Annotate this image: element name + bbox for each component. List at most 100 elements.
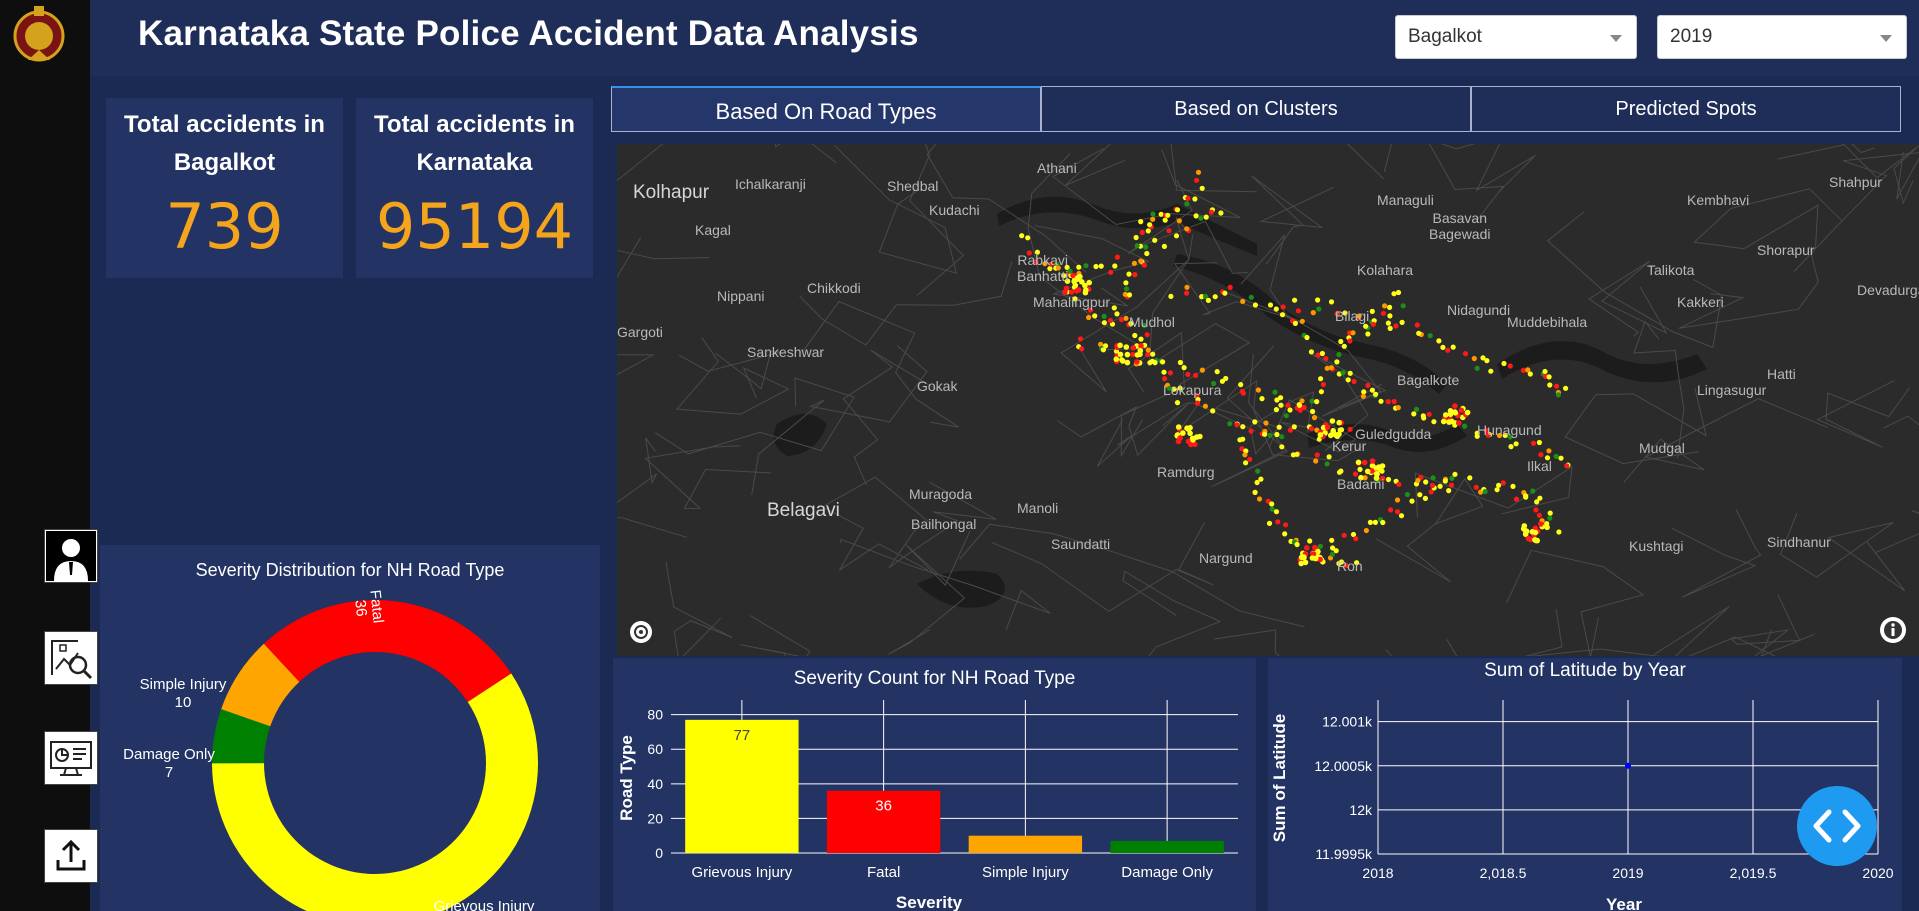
- accident-point: [1074, 276, 1081, 283]
- accident-point: [1131, 260, 1137, 266]
- accident-point: [1262, 431, 1268, 437]
- accident-point: [1363, 527, 1369, 534]
- accident-point: [1547, 382, 1553, 388]
- accident-point: [1252, 302, 1258, 308]
- accident-point: [1272, 389, 1278, 395]
- accident-point: [1048, 261, 1054, 267]
- accident-point: [1294, 541, 1300, 548]
- accident-point: [1415, 477, 1421, 483]
- accident-point: [1124, 351, 1131, 358]
- rail-upload-button[interactable]: [44, 829, 98, 883]
- accident-point: [1330, 427, 1336, 434]
- accident-point: [1391, 398, 1397, 405]
- scatter-x-tick-label: 2020: [1862, 865, 1893, 881]
- accident-point: [1161, 243, 1167, 249]
- map-place-label: Belagavi: [767, 500, 840, 521]
- donut-slice-damage-only[interactable]: [212, 709, 271, 764]
- accident-point: [1198, 215, 1204, 221]
- accident-point: [1301, 404, 1307, 411]
- rail-user-button[interactable]: [44, 529, 98, 583]
- accident-point: [1243, 460, 1249, 466]
- accident-point: [1194, 400, 1201, 406]
- chevron-down-icon: [1880, 35, 1892, 42]
- map-water-5: [1497, 341, 1707, 383]
- tab-clusters[interactable]: Based on Clusters: [1041, 86, 1471, 132]
- accident-point: [1133, 234, 1139, 241]
- accident-point: [1558, 455, 1564, 461]
- rail-analysis-button[interactable]: [44, 631, 98, 685]
- accident-point: [1527, 371, 1533, 377]
- user-icon: [46, 531, 96, 581]
- accident-point: [1385, 476, 1392, 483]
- donut-slice-fatal[interactable]: [263, 600, 512, 703]
- bar-grievous-injury[interactable]: [685, 719, 799, 853]
- map-road-47: [1385, 639, 1458, 656]
- donut-slice-grievous-injury[interactable]: [212, 673, 538, 911]
- map-place-label: Shedbal: [887, 178, 939, 194]
- accident-point: [1318, 376, 1324, 382]
- donut-slice-simple-injury[interactable]: [221, 643, 300, 727]
- accident-point: [1174, 400, 1181, 406]
- info-icon[interactable]: [1879, 616, 1907, 644]
- accident-point: [1387, 325, 1393, 331]
- rail-dashboard-button[interactable]: [44, 731, 98, 785]
- map-place-label: Mudhol: [1129, 314, 1175, 330]
- map-road-37: [1671, 509, 1762, 598]
- code-toggle-button[interactable]: [1797, 786, 1877, 866]
- year-select[interactable]: 2019: [1657, 15, 1907, 59]
- latitude-scatter-chart: 2018 2,018.5 2019 2,019.5 2020 11.9995k 12k 12.…: [1270, 700, 1894, 911]
- district-select[interactable]: Bagalkot: [1395, 15, 1637, 59]
- tab-predicted-spots[interactable]: Predicted Spots: [1471, 86, 1901, 132]
- accident-point: [1274, 397, 1280, 403]
- accident-point: [1416, 330, 1422, 336]
- code-icon: [1813, 809, 1861, 843]
- accident-point: [1086, 314, 1092, 321]
- accident-point: [1464, 409, 1471, 416]
- accident-point: [1555, 392, 1561, 398]
- map-place-label: Muragoda: [909, 486, 973, 502]
- accident-point: [1263, 420, 1269, 426]
- accident-point: [1510, 483, 1516, 489]
- map-road-22: [1633, 320, 1685, 459]
- accident-point: [1532, 529, 1539, 536]
- accident-point: [1064, 264, 1070, 270]
- map-canvas[interactable]: [617, 144, 1919, 656]
- accident-point: [1194, 177, 1200, 183]
- scatter-point[interactable]: [1625, 762, 1631, 769]
- donut-labels: Simple Injury 10 Damage Only 7 Grievous …: [123, 589, 535, 911]
- accident-point: [1141, 262, 1147, 268]
- bar-simple-injury[interactable]: [968, 835, 1083, 853]
- map-road-3: [665, 561, 733, 656]
- map-place-label: Ilkal: [1527, 458, 1552, 474]
- accident-map[interactable]: Athani Kolhapur Ichalkaranji Shedbal Kudachi…: [617, 144, 1919, 656]
- accident-point: [1083, 263, 1089, 269]
- map-attribution-icon[interactable]: [629, 620, 653, 644]
- accident-point: [1361, 459, 1368, 466]
- map-road-20: [1269, 399, 1357, 453]
- accident-point: [1295, 308, 1301, 314]
- accident-point: [1162, 376, 1168, 382]
- accident-point: [1508, 444, 1514, 450]
- accident-point: [1248, 428, 1254, 434]
- tab-road-types[interactable]: Based On Road Types: [611, 86, 1041, 132]
- map-road-14: [1374, 144, 1505, 224]
- accident-point: [1082, 282, 1088, 289]
- accident-point: [1072, 296, 1078, 302]
- bar-fatal[interactable]: [826, 790, 941, 853]
- accident-point: [1079, 279, 1085, 285]
- accident-point: [1177, 385, 1183, 391]
- accident-point: [1523, 493, 1529, 499]
- accident-point: [1445, 347, 1451, 353]
- accident-point: [1294, 451, 1300, 457]
- accident-point: [1326, 454, 1332, 460]
- accident-point: [1394, 497, 1401, 503]
- accident-point: [1458, 407, 1465, 414]
- accident-point: [1447, 411, 1454, 418]
- bar-damage-only[interactable]: [1110, 840, 1224, 853]
- analysis-icon: [51, 640, 93, 680]
- accident-point: [1069, 289, 1075, 295]
- map-road-65: [1693, 188, 1843, 250]
- accident-point: [1197, 433, 1203, 440]
- map-road-55: [1777, 144, 1875, 160]
- accident-point: [1315, 297, 1321, 303]
